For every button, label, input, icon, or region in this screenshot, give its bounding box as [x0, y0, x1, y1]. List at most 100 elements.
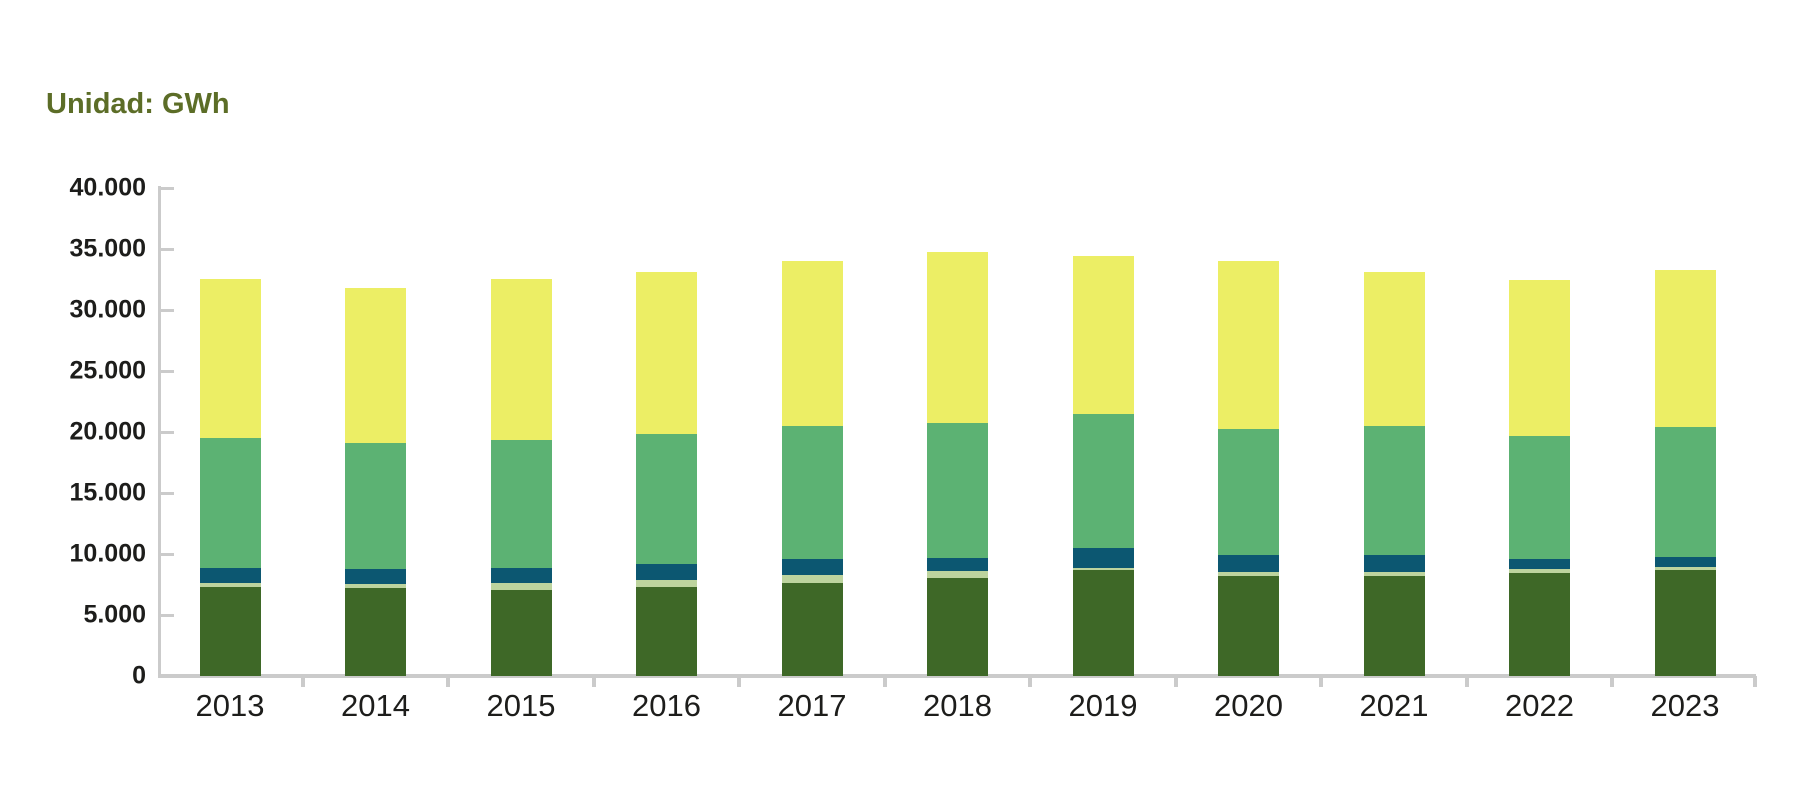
segment-yellow — [927, 252, 988, 424]
y-axis-tick-label: 30.000 — [69, 295, 146, 324]
segment-teal-blue — [636, 564, 697, 580]
chart-unit-label: Unidad: GWh — [46, 88, 230, 120]
x-axis-label: 2018 — [923, 688, 992, 723]
y-axis-tick-label: 20.000 — [69, 417, 146, 446]
segment-dark-green — [1363, 575, 1425, 676]
x-axis-tick — [1173, 676, 1178, 687]
y-axis-tick-label: 15.000 — [69, 478, 146, 507]
segment-light-sage — [1509, 569, 1570, 574]
x-axis-tick — [1028, 676, 1033, 687]
segment-light-sage — [781, 574, 843, 583]
y-axis-tick — [161, 553, 174, 556]
segment-teal-blue — [927, 557, 988, 571]
segment-light-sage — [490, 582, 552, 590]
segment-yellow — [199, 279, 261, 439]
segment-yellow — [1509, 279, 1570, 436]
x-axis-tick — [591, 676, 596, 687]
x-axis-label: 2015 — [486, 688, 556, 723]
x-axis-tick — [300, 676, 305, 687]
segment-medium-green — [1363, 425, 1425, 555]
segment-teal-blue — [1509, 558, 1570, 570]
segment-teal-blue — [1363, 554, 1425, 572]
x-axis-label: 2017 — [777, 688, 847, 723]
segment-yellow — [1363, 272, 1425, 426]
y-axis-tick-label: 35.000 — [69, 234, 146, 263]
segment-medium-green — [927, 423, 988, 558]
segment-dark-green — [1218, 575, 1279, 676]
y-axis-tick-label: 25.000 — [69, 356, 146, 385]
bar-2019 — [1072, 255, 1134, 676]
x-axis-tick — [1610, 676, 1615, 687]
bar-2013 — [199, 279, 261, 676]
segment-yellow — [1218, 260, 1279, 430]
y-axis-tick — [161, 431, 174, 434]
bar-2020 — [1218, 260, 1279, 676]
x-axis-label: 2022 — [1505, 688, 1574, 723]
bar-2023 — [1654, 269, 1716, 676]
bar-2015 — [490, 279, 552, 676]
y-axis-tick-label: 0 — [132, 661, 146, 690]
segment-dark-green — [927, 577, 988, 676]
segment-yellow — [636, 272, 697, 435]
segment-medium-green — [1654, 427, 1716, 558]
x-axis-tick — [882, 676, 887, 687]
segment-dark-green — [199, 587, 261, 676]
bar-2018 — [927, 252, 988, 676]
segment-medium-green — [1218, 429, 1279, 555]
segment-medium-green — [199, 438, 261, 569]
x-axis-tick — [1753, 676, 1757, 687]
segment-dark-green — [781, 582, 843, 676]
segment-light-sage — [345, 584, 406, 589]
segment-medium-green — [636, 434, 697, 565]
segment-teal-blue — [781, 559, 843, 575]
segment-yellow — [781, 260, 843, 426]
bar-2014 — [345, 288, 406, 676]
x-axis-tick — [737, 676, 742, 687]
bar-2016 — [636, 272, 697, 676]
segment-teal-blue — [1072, 548, 1134, 568]
x-axis-tick — [446, 676, 451, 687]
segment-light-sage — [636, 579, 697, 587]
x-axis-label: 2021 — [1359, 688, 1429, 723]
y-axis-tick-label: 5.000 — [83, 600, 146, 629]
y-axis-tick — [161, 492, 174, 495]
x-axis-line — [158, 674, 1756, 678]
segment-yellow — [1072, 255, 1134, 414]
segment-yellow — [345, 288, 406, 443]
bar-2021 — [1363, 272, 1425, 676]
x-axis-label: 2013 — [195, 688, 265, 723]
segment-light-sage — [1654, 567, 1716, 570]
y-axis-tick — [161, 614, 174, 617]
segment-dark-green — [1072, 569, 1134, 676]
x-axis-label: 2020 — [1214, 688, 1283, 723]
y-axis-tick — [161, 370, 174, 373]
segment-medium-green — [345, 442, 406, 570]
segment-dark-green — [636, 586, 697, 676]
segment-medium-green — [1072, 413, 1134, 549]
x-axis-tick — [1464, 676, 1469, 687]
bar-2017 — [781, 260, 843, 676]
segment-teal-blue — [1654, 557, 1716, 568]
segment-yellow — [1654, 269, 1716, 428]
segment-light-sage — [927, 570, 988, 578]
bar-2022 — [1509, 279, 1570, 676]
x-axis-tick — [1319, 676, 1324, 687]
segment-light-sage — [199, 583, 261, 588]
segment-light-sage — [1218, 571, 1279, 576]
y-axis-tick-label: 10.000 — [69, 539, 146, 568]
y-axis-tick-label: 40.000 — [69, 173, 146, 202]
segment-dark-green — [1654, 569, 1716, 676]
segment-dark-green — [1509, 573, 1570, 676]
segment-yellow — [490, 279, 552, 440]
x-axis-label: 2014 — [341, 688, 410, 723]
y-axis-line — [158, 186, 161, 678]
y-axis-tick — [161, 309, 174, 312]
segment-light-sage — [1072, 567, 1134, 570]
x-axis-label: 2023 — [1650, 688, 1720, 723]
y-axis-tick — [161, 248, 174, 251]
segment-dark-green — [490, 589, 552, 676]
segment-teal-blue — [345, 569, 406, 584]
segment-medium-green — [781, 425, 843, 560]
segment-teal-blue — [199, 568, 261, 584]
segment-light-sage — [1363, 571, 1425, 576]
